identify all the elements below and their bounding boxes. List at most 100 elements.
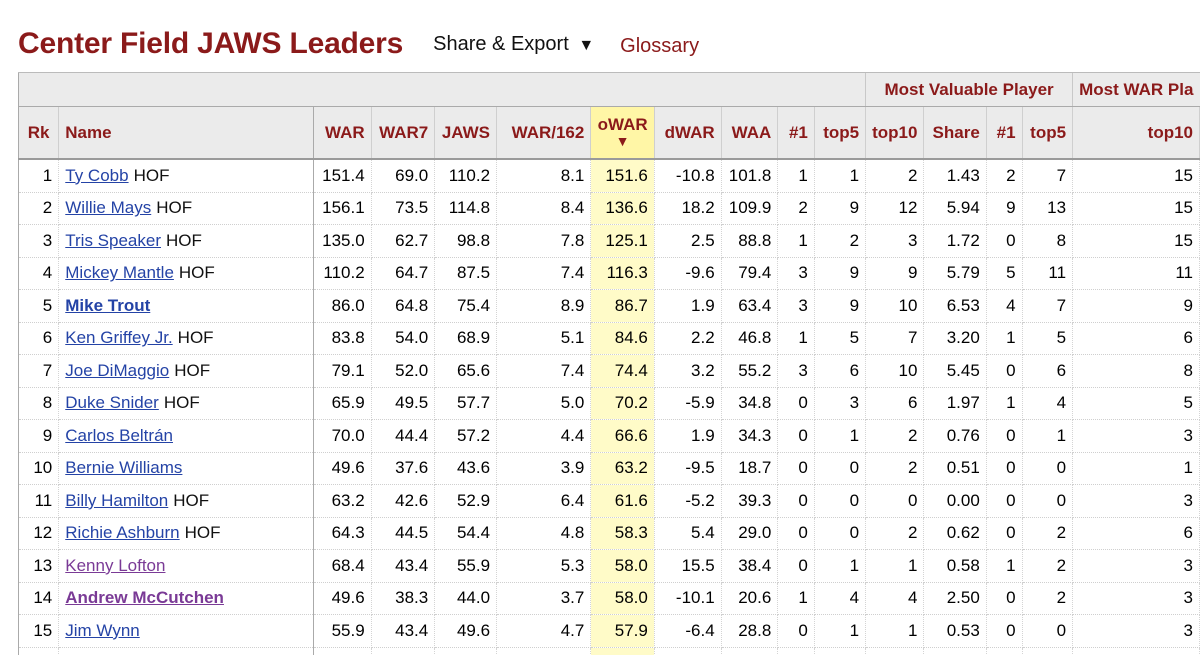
stat-cell: 0 — [986, 614, 1023, 648]
stat-cell: 64.7 — [371, 257, 436, 290]
stat-cell: 5.0 — [496, 387, 592, 420]
column-header-9[interactable]: #1 — [777, 106, 815, 160]
stat-cell: 13 — [1022, 192, 1074, 225]
stat-cell: 34.8 — [721, 387, 779, 420]
stat-cell: 1.43 — [923, 159, 987, 193]
player-link[interactable]: Billy Hamilton — [65, 490, 169, 510]
stat-cell: 4 — [865, 582, 925, 615]
stat-cell — [1022, 647, 1074, 655]
stat-cell — [590, 647, 655, 655]
table-row: 13 Kenny Lofton 68.4 43.4 55.9 5.3 58.0 15.5 38.… — [18, 549, 1200, 583]
name-cell: Billy Hamilton HOF — [58, 484, 315, 518]
stat-cell: 151.6 — [590, 159, 655, 193]
stat-cell: 0.53 — [923, 614, 987, 648]
rank-cell: 14 — [18, 582, 60, 615]
stat-cell: 2 — [1022, 517, 1074, 550]
stat-cell: 75.4 — [434, 289, 498, 323]
player-link[interactable]: Tris Speaker — [65, 230, 161, 250]
player-link[interactable]: Mike Trout — [65, 295, 151, 315]
stat-cell: 70.0 — [313, 419, 372, 453]
stat-cell: 1.9 — [654, 419, 722, 453]
stat-cell: 5 — [1072, 387, 1200, 420]
column-header-15[interactable]: top10 — [1072, 106, 1200, 160]
stat-cell: 58.3 — [590, 517, 655, 550]
column-header-8[interactable]: WAA — [721, 106, 779, 160]
dropdown-caret-icon: ▼ — [578, 36, 595, 54]
player-link[interactable]: Joe DiMaggio — [65, 360, 170, 380]
stat-cell: 3 — [777, 257, 815, 290]
column-header-2[interactable]: WAR — [313, 106, 372, 160]
stat-cell: 0 — [1022, 452, 1074, 485]
stat-cell: 3 — [865, 224, 925, 258]
stat-cell: 70.2 — [590, 387, 655, 420]
stat-cell: 2.50 — [923, 582, 987, 615]
column-header-0[interactable]: Rk — [18, 106, 60, 160]
stat-cell: 49.6 — [313, 582, 372, 615]
column-header-11[interactable]: top10 — [865, 106, 925, 160]
stat-cell: 6 — [1072, 322, 1200, 355]
table-row: 3 Tris Speaker HOF 135.0 62.7 98.8 7.8 125.1 2.5… — [18, 224, 1200, 258]
stat-cell: 54.0 — [371, 322, 436, 355]
column-header-13[interactable]: #1 — [986, 106, 1023, 160]
stat-cell: 1 — [814, 614, 867, 648]
stat-cell: 0 — [777, 484, 815, 518]
player-link[interactable]: Richie Ashburn — [65, 523, 180, 543]
hof-badge: HOF — [173, 490, 210, 510]
stat-cell: 63.2 — [313, 484, 372, 518]
stat-cell: 6.53 — [923, 289, 987, 323]
player-link[interactable]: Ty Cobb — [65, 165, 129, 185]
stat-cell — [434, 647, 498, 655]
stat-cell: 0 — [986, 419, 1023, 453]
player-link[interactable]: Jim Wynn — [65, 620, 140, 640]
stat-cell: 7.4 — [496, 354, 592, 388]
glossary-link[interactable]: Glossary — [620, 34, 700, 57]
jaws-leaders-table: Most Valuable Player Most WAR Pla Rk Name WA… — [18, 72, 1200, 655]
column-header-10[interactable]: top5 — [814, 106, 867, 160]
stat-cell: 4 — [814, 582, 867, 615]
column-header-7[interactable]: dWAR — [654, 106, 722, 160]
jaws-leaders-table-container[interactable]: Most Valuable Player Most WAR Pla Rk Name WA… — [18, 72, 1200, 655]
stat-cell: 5.4 — [654, 517, 722, 550]
player-link[interactable]: Andrew McCutchen — [65, 588, 224, 608]
player-link[interactable]: Mickey Mantle — [65, 263, 174, 283]
stat-cell: 0 — [986, 484, 1023, 518]
column-header-4[interactable]: JAWS — [434, 106, 498, 160]
stat-cell: 0 — [777, 387, 815, 420]
stat-cell: 44.0 — [434, 582, 498, 615]
share-export-menu[interactable]: Share & Export ▼ — [433, 33, 594, 56]
rank-cell: 9 — [18, 419, 60, 453]
stat-cell: 15 — [1072, 159, 1200, 193]
stat-cell: 2 — [777, 192, 815, 225]
column-header-14[interactable]: top5 — [1022, 106, 1074, 160]
over-header-row: Most Valuable Player Most WAR Pla — [18, 72, 1200, 107]
player-link[interactable]: Carlos Beltrán — [65, 425, 173, 445]
stat-cell: -5.9 — [654, 387, 722, 420]
stat-cell: 98.8 — [434, 224, 498, 258]
stat-cell: 0 — [1022, 614, 1074, 648]
column-header-1[interactable]: Name — [58, 106, 315, 160]
column-header-3[interactable]: WAR7 — [371, 106, 436, 160]
stat-cell: 3 — [1072, 549, 1200, 583]
player-link[interactable]: Kenny Lofton — [65, 555, 166, 575]
stat-cell: 0 — [986, 582, 1023, 615]
stat-cell — [986, 647, 1023, 655]
player-link[interactable]: Bernie Williams — [65, 458, 183, 478]
stat-cell: 9 — [1072, 289, 1200, 323]
page-title: Center Field JAWS Leaders — [18, 27, 404, 60]
stat-cell: 0 — [986, 517, 1023, 550]
over-header: Most Valuable Player — [865, 72, 1073, 107]
stat-cell: 1 — [1022, 419, 1074, 453]
stat-cell: 0 — [814, 484, 867, 518]
stat-cell: 57.9 — [590, 614, 655, 648]
player-link[interactable]: Willie Mays — [65, 198, 152, 218]
stat-cell: 52.9 — [434, 484, 498, 518]
column-header-6[interactable]: oWAR ▼ — [590, 106, 655, 160]
player-link[interactable]: Duke Snider — [65, 393, 159, 413]
column-header-12[interactable]: Share — [923, 106, 987, 160]
stat-cell: 5.94 — [923, 192, 987, 225]
column-header-5[interactable]: WAR/162 — [496, 106, 592, 160]
stat-cell: 87.5 — [434, 257, 498, 290]
stat-cell: 1 — [777, 322, 815, 355]
stat-cell: 8.4 — [496, 192, 592, 225]
player-link[interactable]: Ken Griffey Jr. — [65, 328, 173, 348]
